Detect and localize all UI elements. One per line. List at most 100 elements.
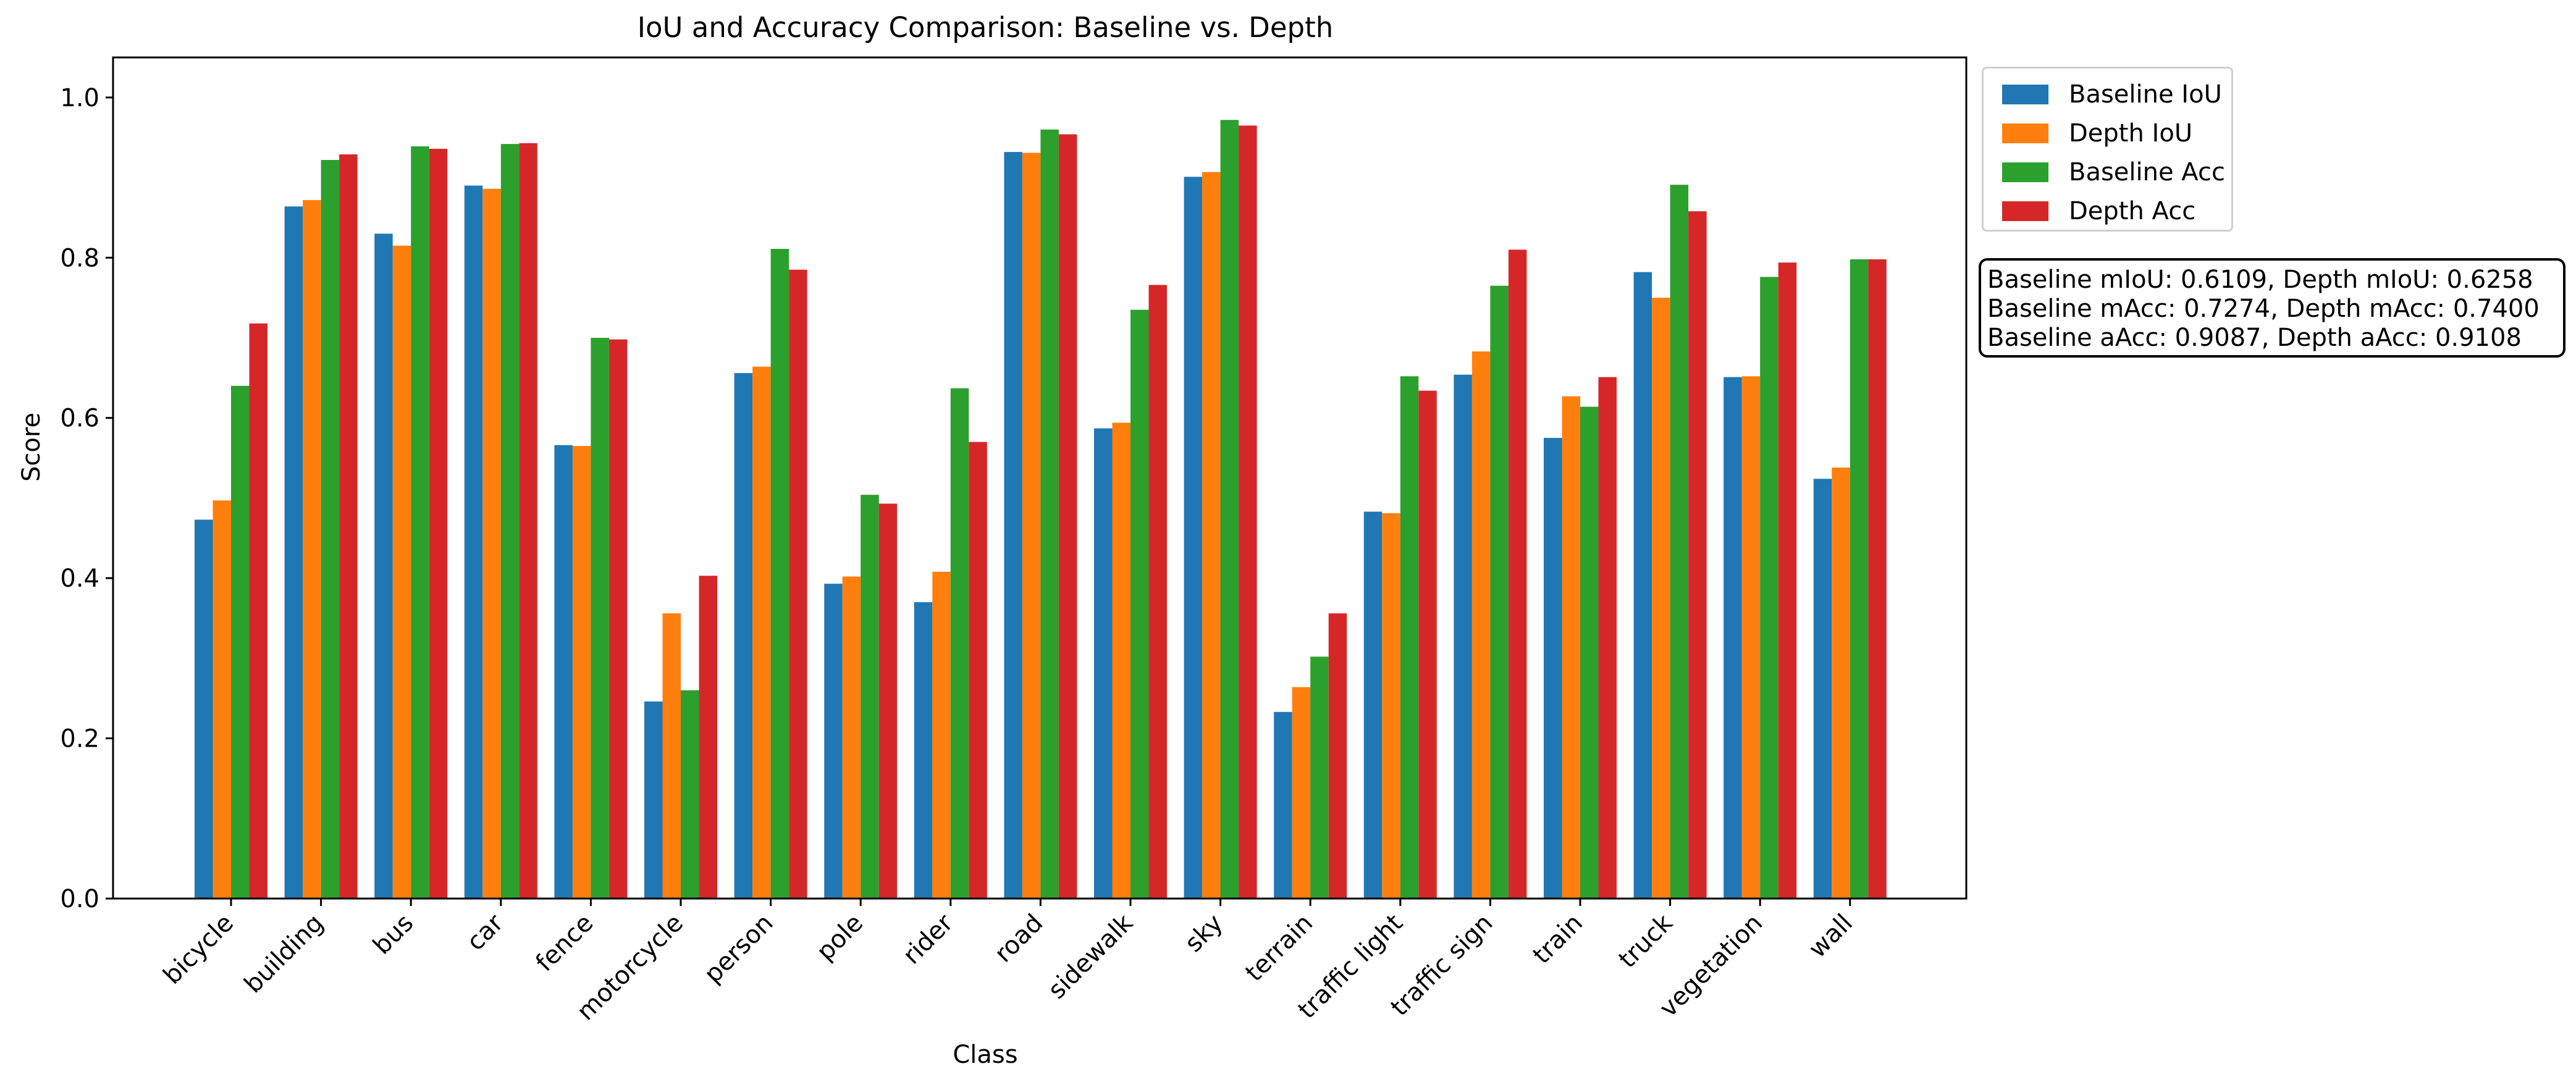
bar-depth-iou-fence: [572, 446, 591, 899]
bar-depth-iou-motorcycle: [662, 613, 681, 899]
y-tick-label: 0.8: [60, 244, 99, 272]
bar-baseline-iou-rider: [914, 602, 933, 899]
bar-depth-acc-bicycle: [249, 323, 267, 899]
bar-depth-iou-sidewalk: [1112, 422, 1130, 899]
bar-depth-iou-train: [1562, 396, 1580, 899]
bar-baseline-iou-sky: [1184, 177, 1203, 899]
bar-baseline-iou-sidewalk: [1094, 428, 1113, 899]
bar-depth-acc-terrain: [1328, 613, 1347, 899]
bar-baseline-acc-person: [770, 249, 789, 899]
bar-baseline-iou-pole: [824, 584, 843, 899]
bar-baseline-iou-bicycle: [195, 519, 213, 899]
legend-item-depth-acc: Depth Acc: [2002, 197, 2196, 225]
x-tick-label-building: building: [239, 909, 329, 999]
bar-depth-iou-bicycle: [213, 500, 231, 899]
bar-depth-acc-person: [789, 269, 807, 899]
bar-baseline-acc-terrain: [1310, 656, 1329, 899]
bar-depth-iou-bus: [392, 245, 411, 899]
legend-swatch-baseline-acc: [2002, 162, 2048, 182]
bar-baseline-iou-car: [464, 185, 483, 899]
x-tick-label-rider: rider: [898, 908, 959, 970]
bar-baseline-iou-traffic-light: [1363, 511, 1383, 899]
bar-baseline-iou-road: [1004, 152, 1022, 899]
y-tick-label: 0.2: [60, 725, 99, 753]
x-tick-label-train: train: [1528, 909, 1588, 970]
metrics-line-macc: Baseline mAcc: 0.7274, Depth mAcc: 0.740…: [1987, 295, 2540, 323]
bar-depth-acc-train: [1598, 377, 1617, 899]
bar-baseline-iou-building: [284, 206, 303, 899]
y-tick-label: 0.4: [60, 564, 99, 593]
plot-frame: [112, 56, 1968, 900]
y-tick-label: 1.0: [60, 84, 99, 112]
legend-item-baseline-acc: Baseline Acc: [2002, 158, 2225, 187]
metrics-line-miou: Baseline mIoU: 0.6109, Depth mIoU: 0.625…: [1987, 266, 2533, 294]
bar-baseline-acc-sidewalk: [1130, 309, 1149, 899]
bar-baseline-iou-wall: [1813, 479, 1832, 899]
bar-baseline-acc-fence: [591, 338, 609, 899]
legend: Baseline IoU Depth IoU Baseline Acc Dept…: [1982, 67, 2233, 232]
x-tick-label-wall: wall: [1803, 909, 1858, 964]
bar-depth-iou-sky: [1202, 172, 1221, 899]
bar-baseline-acc-building: [321, 160, 340, 899]
bar-baseline-iou-train: [1544, 438, 1562, 899]
bar-depth-iou-terrain: [1292, 687, 1311, 899]
bar-depth-acc-wall: [1868, 259, 1887, 899]
bar-baseline-acc-pole: [861, 495, 879, 899]
bar-depth-iou-wall: [1832, 467, 1850, 899]
bar-baseline-iou-truck: [1633, 272, 1652, 899]
bar-depth-acc-bus: [429, 148, 448, 899]
bar-depth-iou-road: [1022, 153, 1041, 899]
bar-depth-acc-building: [339, 154, 358, 899]
x-tick-label-pole: pole: [811, 909, 869, 966]
bar-baseline-acc-car: [500, 144, 520, 899]
legend-swatch-depth-iou: [2002, 124, 2048, 143]
bar-depth-acc-sidewalk: [1148, 285, 1167, 899]
y-axis-ticks: 0.0 0.2 0.4 0.6 0.8 1.0: [60, 84, 113, 913]
bar-depth-acc-traffic-sign: [1508, 249, 1527, 899]
bar-baseline-acc-sky: [1220, 120, 1239, 899]
x-tick-label-sky: sky: [1179, 909, 1228, 958]
bar-depth-iou-person: [752, 366, 771, 899]
bar-baseline-iou-traffic-sign: [1454, 374, 1472, 899]
bar-baseline-iou-bus: [374, 233, 393, 899]
x-tick-label-bus: bus: [368, 909, 419, 960]
legend-swatch-baseline-iou: [2002, 85, 2048, 104]
chart-title: IoU and Accuracy Comparison: Baseline vs…: [637, 11, 1334, 44]
legend-item-baseline-iou: Baseline IoU: [2002, 80, 2222, 109]
bar-depth-acc-vegetation: [1778, 262, 1797, 899]
bars-group: [195, 120, 1887, 899]
x-tick-label-terrain: terrain: [1240, 909, 1318, 987]
bar-baseline-iou-terrain: [1274, 711, 1292, 899]
x-tick-label-sidewalk: sidewalk: [1043, 908, 1139, 1005]
bar-baseline-acc-train: [1580, 406, 1599, 899]
legend-label-baseline-iou: Baseline IoU: [2069, 80, 2222, 109]
bar-depth-iou-traffic-light: [1382, 513, 1400, 899]
bar-depth-iou-vegetation: [1741, 376, 1761, 899]
bar-baseline-acc-road: [1040, 129, 1059, 899]
bar-depth-acc-sky: [1239, 125, 1257, 899]
bar-depth-acc-fence: [608, 339, 628, 899]
x-tick-label-road: road: [989, 909, 1048, 968]
x-tick-label-fence: fence: [531, 909, 599, 978]
bar-depth-acc-rider: [969, 442, 987, 899]
bar-depth-acc-car: [519, 143, 537, 899]
bar-depth-acc-road: [1058, 134, 1077, 899]
bar-baseline-iou-fence: [554, 445, 573, 899]
bar-baseline-acc-traffic-light: [1400, 376, 1419, 899]
y-tick-label: 0.6: [60, 405, 99, 433]
bar-baseline-acc-motorcycle: [681, 690, 699, 899]
x-tick-label-bicycle: bicycle: [158, 909, 239, 990]
metrics-line-aacc: Baseline aAcc: 0.9087, Depth aAcc: 0.910…: [1987, 324, 2522, 352]
bar-baseline-acc-bus: [411, 146, 429, 899]
bar-depth-acc-traffic-light: [1418, 390, 1437, 899]
bar-depth-iou-traffic-sign: [1471, 351, 1491, 899]
bar-baseline-acc-traffic-sign: [1490, 285, 1509, 899]
legend-label-depth-acc: Depth Acc: [2069, 197, 2196, 225]
bar-depth-iou-building: [303, 199, 321, 899]
bar-baseline-iou-motorcycle: [644, 701, 663, 899]
x-tick-label-car: car: [461, 908, 509, 956]
bar-baseline-acc-rider: [950, 388, 969, 899]
bar-baseline-acc-vegetation: [1760, 277, 1778, 899]
y-axis-label: Score: [17, 412, 46, 482]
